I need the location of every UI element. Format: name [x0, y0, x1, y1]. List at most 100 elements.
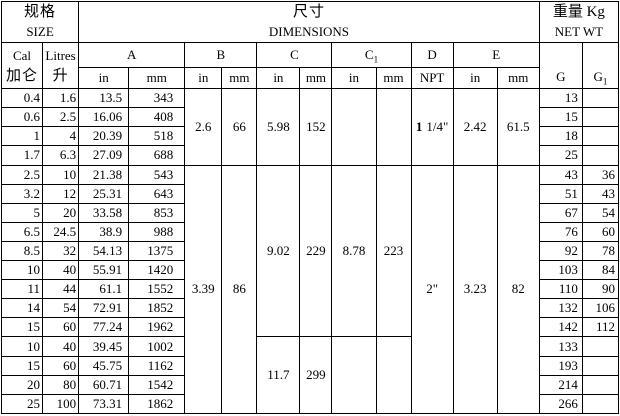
g1-cell	[581, 336, 620, 357]
g1-cell	[581, 374, 620, 395]
cal-cell: 15	[0, 355, 44, 376]
c-mm-span-bottom: 299	[299, 336, 333, 414]
g-cell: 25	[538, 145, 583, 166]
c-mm-span-small: 152	[299, 88, 333, 166]
dimensions-header-cn: 尺寸	[292, 4, 325, 21]
c1-mm-span-mid: 223	[375, 164, 412, 338]
a-mm-cell: 643	[128, 183, 186, 204]
unit-c1-mm: mm	[375, 66, 412, 90]
column-header-c1: C1	[331, 42, 412, 68]
a-mm-cell: 988	[128, 221, 186, 242]
table-row: 25 100 73.31 1862 266	[0, 393, 620, 415]
c-in-span-mid: 9.02	[256, 164, 301, 338]
c-in-span-small: 5.98	[256, 88, 301, 166]
column-header-g1: G1	[581, 42, 620, 90]
a-in-cell: 25.31	[78, 183, 130, 204]
unit-c1-in: in	[331, 66, 377, 90]
g-cell: 67	[538, 202, 583, 223]
c1-base: C	[364, 47, 374, 63]
litres-cell: 2.5	[42, 107, 80, 128]
g-cell: 142	[538, 317, 583, 338]
litres-column-header: Litres 升	[42, 42, 80, 90]
cal-cell: 5	[0, 202, 44, 223]
b-in-span-small: 2.6	[184, 88, 223, 166]
a-mm-cell: 688	[128, 145, 186, 166]
g-cell: 43	[538, 164, 583, 185]
column-group-header-row: Cal 加仑 Litres 升 A B C C1 D E G G1	[0, 42, 620, 90]
a-in-cell: 27.09	[78, 145, 130, 166]
cal-cell: 10	[0, 336, 44, 357]
a-in-cell: 39.45	[78, 336, 130, 357]
table-row: 6.5 24.5 38.9 988 76 60	[0, 221, 620, 242]
litres-cell: 6.3	[42, 145, 80, 166]
d-small-bold-digit: 1	[415, 118, 423, 134]
cal-cell: 25	[0, 393, 44, 415]
cal-cell: 1	[0, 126, 44, 147]
cal-header-cn: 加仑	[6, 67, 39, 84]
g-cell: 76	[538, 221, 583, 242]
cal-cell: 3.2	[0, 183, 44, 204]
size-header-cn: 规格	[24, 4, 57, 21]
litres-cell: 80	[42, 374, 80, 395]
g1-cell: 112	[581, 317, 620, 338]
a-mm-cell: 1862	[128, 393, 186, 415]
c1-mm-span-bottom-empty	[375, 336, 412, 414]
table-row: 1 4 20.39 518 18	[0, 126, 620, 147]
header-band: 规格 SIZE 尺寸 DIMENSIONS 重量 Kg NET WT	[0, 0, 620, 44]
a-in-cell: 73.31	[78, 393, 130, 415]
g1-subscript: 1	[602, 76, 608, 87]
g1-cell	[581, 88, 620, 109]
unit-b-in: in	[184, 66, 223, 90]
cal-header-en: Cal	[12, 47, 32, 63]
a-mm-cell: 518	[128, 126, 186, 147]
g1-cell	[581, 355, 620, 376]
g1-cell: 54	[581, 202, 620, 223]
unit-d-npt: NPT	[410, 66, 454, 90]
g-cell: 133	[538, 336, 583, 357]
a-mm-cell: 1420	[128, 260, 186, 281]
a-mm-cell: 543	[128, 164, 186, 185]
cal-column-header: Cal 加仑	[0, 42, 44, 90]
b-mm-span-small: 66	[221, 88, 258, 166]
unit-e-mm: mm	[496, 66, 540, 90]
b-mm-span-large: 86	[221, 164, 258, 414]
c1-subscript: 1	[373, 54, 379, 65]
g-cell: 193	[538, 355, 583, 376]
litres-cell: 32	[42, 240, 80, 262]
a-mm-cell: 1542	[128, 374, 186, 395]
a-in-cell: 20.39	[78, 126, 130, 147]
g1-cell: 106	[581, 298, 620, 319]
a-mm-cell: 343	[128, 88, 186, 109]
a-mm-cell: 408	[128, 107, 186, 128]
column-header-c: C	[256, 42, 333, 68]
g1-cell	[581, 126, 620, 147]
unit-a-in: in	[78, 66, 130, 90]
c1-in-span-mid: 8.78	[331, 164, 377, 338]
table-row: 5 20 33.58 853 67 54	[0, 202, 620, 223]
g1-cell	[581, 393, 620, 415]
units-header-row: in mm in mm in mm in mm NPT in mm	[2, 66, 619, 90]
c-mm-span-mid: 229	[299, 164, 333, 338]
cal-cell: 2.5	[0, 164, 44, 185]
cal-cell: 20	[0, 374, 44, 395]
e-in-span-small: 2.42	[452, 88, 498, 166]
cal-cell: 6.5	[0, 221, 44, 242]
e-mm-span-large: 82	[496, 164, 540, 414]
a-in-cell: 55.91	[78, 260, 130, 281]
cal-cell: 8.5	[0, 240, 44, 262]
litres-header-cn: 升	[52, 67, 69, 84]
g1-cell: 90	[581, 279, 620, 300]
litres-cell: 20	[42, 202, 80, 223]
column-header-b: B	[184, 42, 258, 68]
litres-cell: 60	[42, 317, 80, 338]
a-in-cell: 38.9	[78, 221, 130, 242]
unit-a-mm: mm	[128, 66, 186, 90]
a-mm-cell: 1002	[128, 336, 186, 357]
weight-header-en: NET WT	[554, 24, 604, 40]
g1-base: G	[593, 69, 603, 85]
g-cell: 51	[538, 183, 583, 204]
a-in-cell: 54.13	[78, 240, 130, 262]
g1-cell	[581, 145, 620, 166]
unit-b-mm: mm	[221, 66, 258, 90]
